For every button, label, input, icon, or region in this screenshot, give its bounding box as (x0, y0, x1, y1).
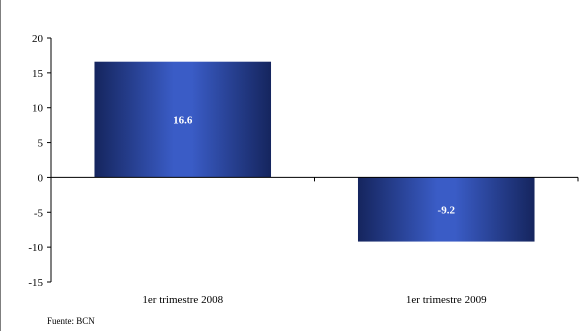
y-tick-label-6: -10 (28, 242, 43, 254)
bar-1 (94, 61, 272, 178)
y-tick-label-3: 5 (38, 138, 44, 150)
labels-layer: 16.6 1er trimestre 2008 -9.2 1er trimestre … (28, 33, 487, 306)
bar-2 (357, 177, 535, 242)
y-tick-label-0: 20 (32, 33, 44, 45)
source-note: Fuente: BCN (47, 316, 95, 326)
category-label-2: 1er trimestre 2009 (406, 294, 487, 306)
data-label-1: 16.6 (173, 115, 193, 127)
axis-layer (47, 37, 579, 283)
y-tick-label-5: -5 (34, 207, 44, 219)
y-tick-label-7: -15 (28, 277, 43, 289)
data-label-2: -9.2 (438, 204, 456, 216)
y-tick-label-1: 15 (32, 68, 44, 80)
y-tick-label-2: 10 (32, 103, 44, 115)
bars-layer (94, 61, 535, 242)
category-label-1: 1er trimestre 2008 (142, 294, 223, 306)
y-tick-label-4: 0 (38, 172, 44, 184)
